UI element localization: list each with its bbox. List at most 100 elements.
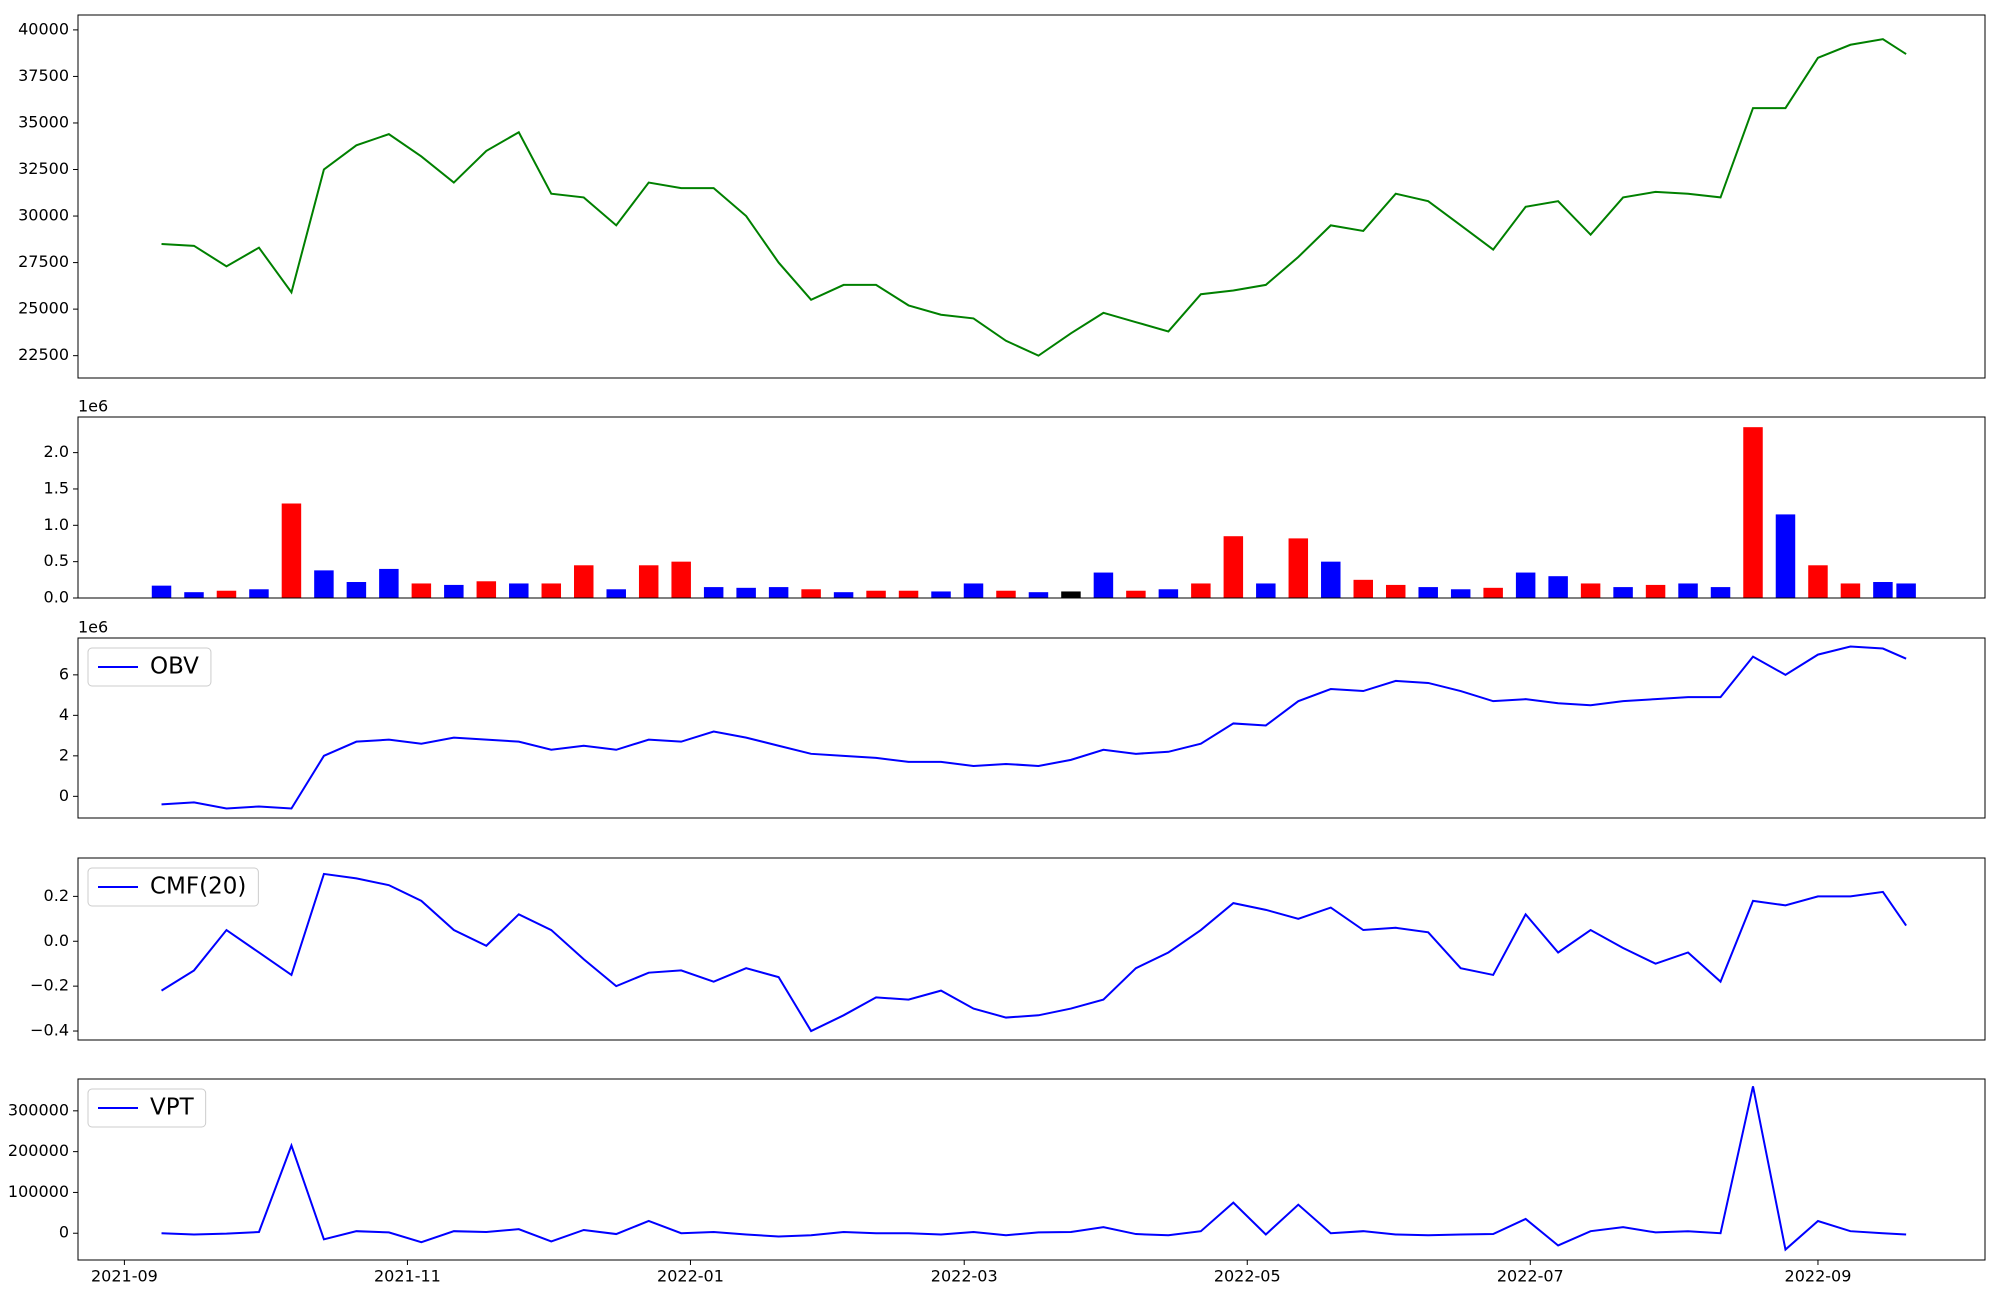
y-tick-label: 2.0 [44,442,69,461]
volume-bar [1743,427,1763,598]
volume-bar [1645,584,1666,598]
y-tick-label: 32500 [18,159,69,178]
volume-bar [1840,583,1861,598]
volume-bar [444,584,464,598]
legend-label: VPT [150,1095,195,1121]
x-tick-label: 2022-07 [1497,1267,1564,1286]
x-tick-label: 2021-11 [374,1267,441,1286]
volume-bar [346,582,367,598]
y-tick-label: 25000 [18,299,69,318]
y-tick-label: 0.5 [44,551,69,570]
volume-bar [1191,583,1211,598]
y-tick-label: 27500 [18,252,69,271]
volume-bar [314,570,334,598]
y-tick-label: 0.0 [44,931,69,950]
volume-bar [249,589,269,598]
volume-bar [833,592,854,598]
volume-bar [1028,592,1049,598]
volume-bar [1515,572,1536,598]
volume-bar [931,591,951,598]
volume-bar [216,590,237,598]
volume-bar [1613,587,1633,598]
volume-bar [1873,582,1893,598]
volume-bar [1580,583,1601,598]
volume-bar [736,587,756,598]
y-tick-label: 300000 [8,1100,69,1119]
legend-label: CMF(20) [150,874,246,900]
volume-bar [1126,590,1146,598]
volume-bar [703,587,724,598]
y-tick-label: 1.0 [44,515,69,534]
y-tick-label: −0.4 [30,1021,69,1040]
volume-bar [541,583,562,598]
y-tick-label: 100000 [8,1182,69,1201]
volume-bar [1223,536,1244,598]
plot-frame [77,1078,1986,1261]
volume-bar [1321,561,1341,598]
volume-bar [768,587,789,598]
volume-bar [866,590,886,598]
y-tick-label: 1.5 [44,478,69,497]
volume-bar [1061,591,1081,598]
volume-bar [638,565,659,598]
y-tick-label: 6 [59,664,69,683]
volume-bar [1288,538,1309,598]
volume-bar [1256,583,1276,598]
volume-bar [1710,587,1731,598]
y-tick-label: 22500 [18,345,69,364]
offset-label: 1e6 [78,397,108,416]
data-line [161,1086,1907,1252]
volume-bar [411,583,432,598]
volume-bar [1678,583,1698,598]
volume-bar [996,590,1016,598]
volume-bar [1775,514,1796,598]
y-tick-label: 2 [59,745,69,764]
plot-frame [77,416,1986,599]
volume-bar [606,589,626,598]
volume-bar [963,583,984,598]
x-tick-label: 2022-03 [931,1267,998,1286]
volume-bar [574,565,594,598]
x-tick-label: 2022-01 [657,1267,724,1286]
volume-bar [1483,587,1503,598]
legend-box [87,1088,207,1128]
volume-bar [801,589,821,598]
volume-bar [151,585,172,598]
volume-bar [1418,587,1438,598]
legend-box [87,867,259,907]
volume-bar [509,583,529,598]
y-tick-label: 200000 [8,1141,69,1160]
volume-bar [1093,572,1114,598]
volume-bar [1158,589,1179,598]
data-line [161,645,1907,810]
volume-bar [1353,579,1373,598]
y-tick-label: 0 [59,1223,69,1242]
volume-bar [1896,583,1916,598]
volume-bar [671,561,691,598]
y-tick-label: 0 [59,786,69,805]
y-tick-label: 0.2 [44,886,69,905]
y-tick-label: 0.0 [44,588,69,607]
volume-bar [379,568,399,598]
volume-bar [1548,576,1568,598]
y-tick-label: −0.2 [30,976,69,995]
legend-box [87,647,212,687]
volume-bar [898,590,919,598]
y-tick-label: 37500 [18,66,69,85]
offset-label: 1e6 [78,618,108,637]
volume-bar [1385,584,1406,598]
x-tick-label: 2022-05 [1214,1267,1281,1286]
volume-bar [281,503,302,598]
x-tick-label: 2021-09 [91,1267,158,1286]
legend-label: OBV [150,654,199,680]
volume-bar [1450,589,1471,598]
volume-bar [1808,565,1828,598]
y-tick-label: 30000 [18,206,69,225]
y-tick-label: 35000 [18,112,69,131]
plot-frame [77,14,1986,379]
data-line [160,872,1907,1033]
plot-frame [77,857,1986,1041]
data-line [161,38,1907,357]
volume-bar [476,581,497,598]
